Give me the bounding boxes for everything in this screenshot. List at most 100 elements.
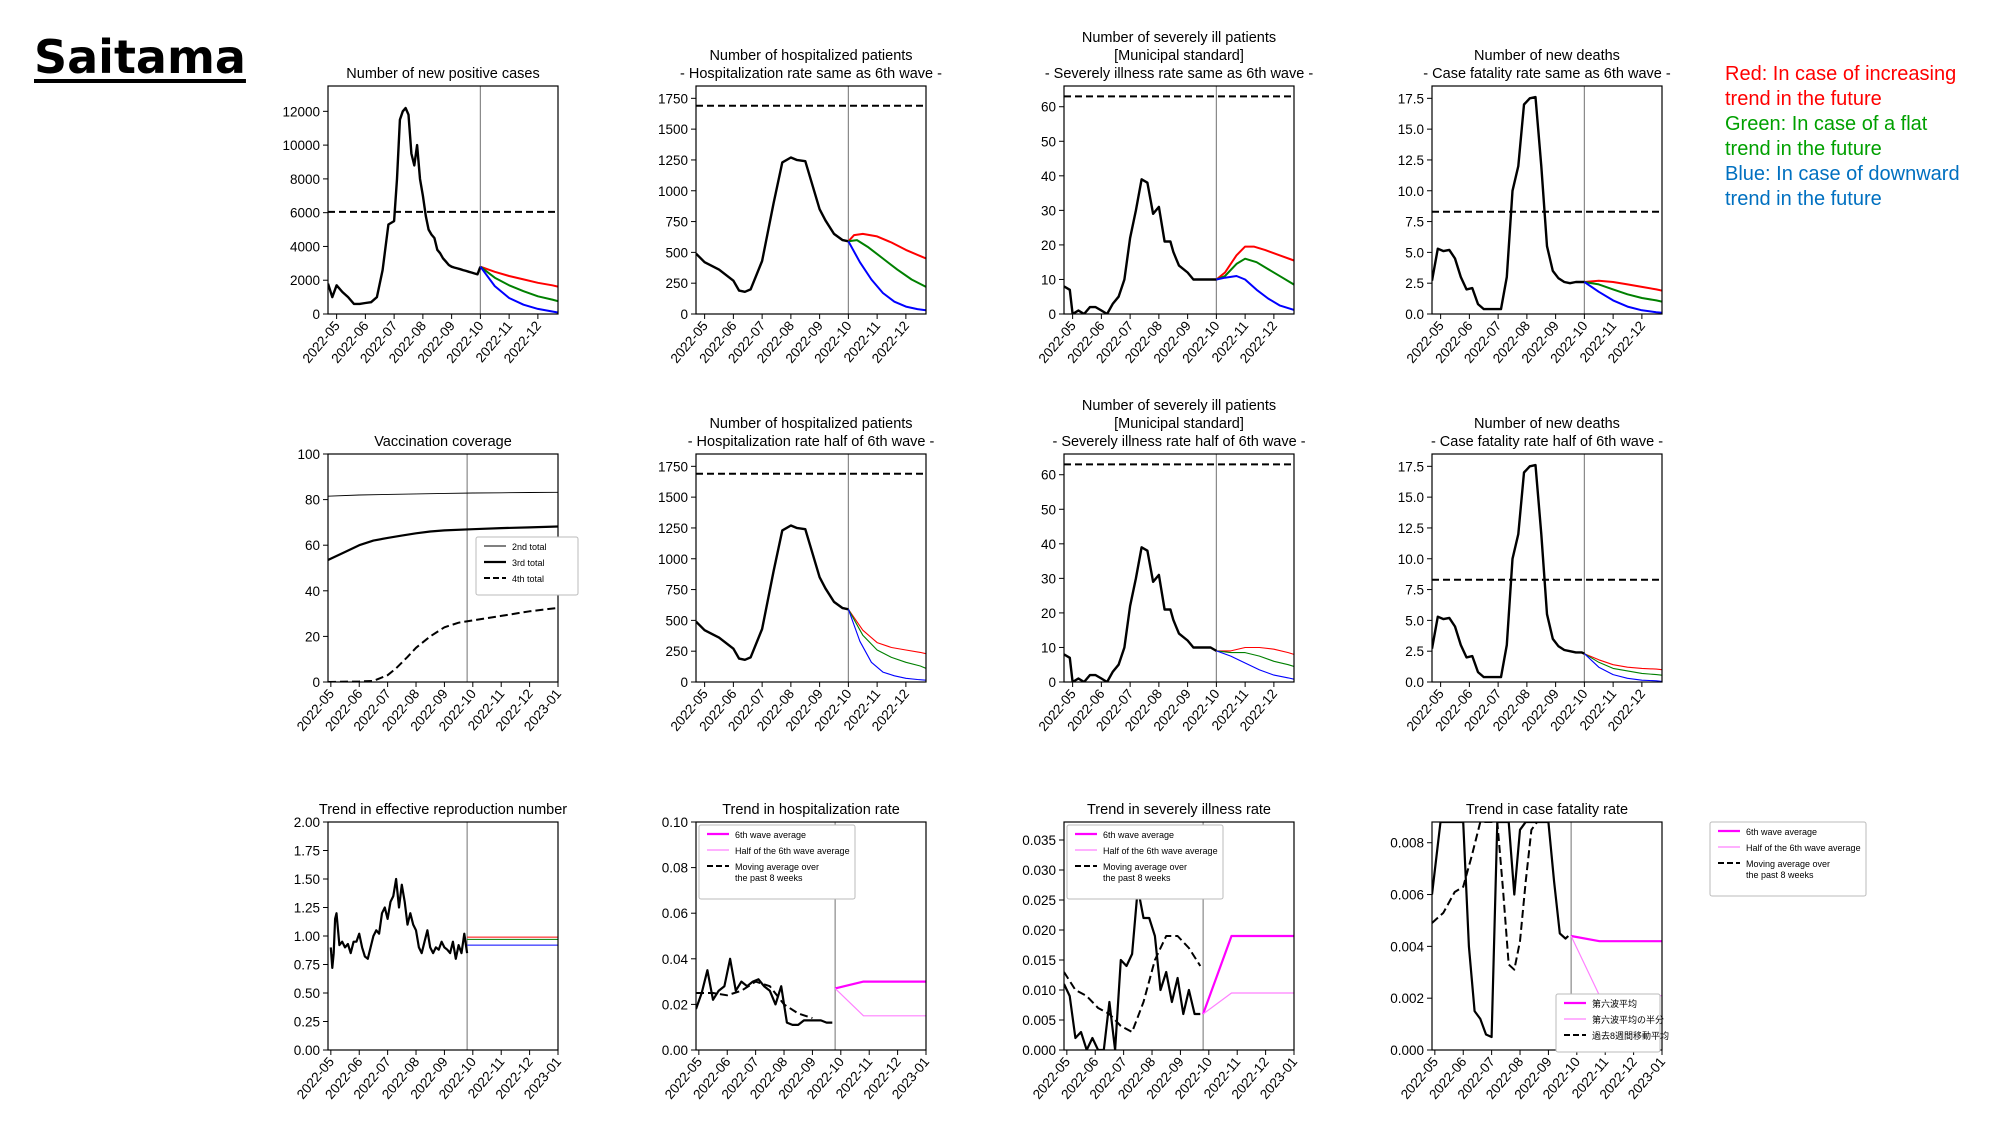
y-tick-label: 7.5 xyxy=(1405,215,1424,230)
y-tick-label: 1250 xyxy=(658,153,688,168)
y-tick-label: 17.5 xyxy=(1398,91,1424,106)
chart-title: - Case fatality rate same as 6th wave - xyxy=(1423,66,1671,82)
chart-title: Number of new deaths xyxy=(1474,416,1620,432)
y-tick-label: 15.0 xyxy=(1398,122,1424,137)
series-line-1 xyxy=(696,980,813,1020)
y-tick-label: 12.5 xyxy=(1398,153,1424,168)
y-tick-label: 0.006 xyxy=(1390,888,1424,903)
scenario-legend-blue: Blue: In case of downward trend in the f… xyxy=(1725,162,1960,212)
y-tick-label: 10.0 xyxy=(1398,184,1424,199)
y-tick-label: 0.002 xyxy=(1390,991,1424,1006)
y-tick-label: 30 xyxy=(1041,571,1056,586)
y-tick-label: 30 xyxy=(1041,203,1056,218)
series-line-1 xyxy=(1584,279,1662,292)
vaccination-legend xyxy=(475,536,579,596)
y-tick-label: 0 xyxy=(1048,307,1056,322)
series-line-3 xyxy=(1216,650,1294,680)
series-line-2 xyxy=(847,609,926,669)
plot-legend xyxy=(698,824,856,900)
series-line-1 xyxy=(1584,653,1662,671)
plot-frame xyxy=(1431,453,1663,683)
plot-legend xyxy=(1555,993,1661,1053)
series-line-0 xyxy=(328,106,482,306)
legend-label: 6th wave average xyxy=(735,830,806,840)
y-tick-label: 0.005 xyxy=(1022,1013,1056,1028)
chart-title: Number of severely ill patients xyxy=(1082,30,1276,46)
chart-hospitalized-half: Number of hospitalized patients - Hospita… xyxy=(658,416,935,734)
legend-label: Half of the 6th wave average xyxy=(1746,843,1861,853)
chart-title: Number of new deaths xyxy=(1474,48,1620,64)
series-line-2 xyxy=(1216,257,1294,286)
legend-label: 3rd total xyxy=(512,558,545,568)
series-line-1 xyxy=(847,608,926,655)
series-line-0 xyxy=(329,877,469,970)
scenario-legend-line: Blue: In case of downward xyxy=(1725,163,1960,185)
legend-label: Half of the 6th wave average xyxy=(1103,846,1218,856)
plot-area xyxy=(696,822,926,1050)
y-tick-label: 0.015 xyxy=(1022,953,1056,968)
y-tick-label: 17.5 xyxy=(1398,459,1424,474)
y-tick-label: 1500 xyxy=(658,122,688,137)
series-line-0 xyxy=(696,957,833,1027)
y-tick-label: 1500 xyxy=(658,490,688,505)
y-tick-label: 500 xyxy=(665,245,688,260)
chart-title: Number of new positive cases xyxy=(346,66,539,82)
plot-area xyxy=(1432,86,1662,314)
y-tick-label: 750 xyxy=(665,583,688,598)
chart-title: Trend in case fatality rate xyxy=(1466,802,1628,818)
series-line-3 xyxy=(1216,275,1294,311)
series-line-3 xyxy=(1584,653,1662,682)
series-line-2 xyxy=(1202,934,1294,1015)
y-tick-label: 10 xyxy=(1041,272,1056,287)
series-line-1 xyxy=(1215,245,1294,281)
chart-title: - Hospitalization rate half of 6th wave … xyxy=(688,434,935,450)
series-line-2 xyxy=(1584,653,1662,676)
legend-label: Moving average over xyxy=(735,862,819,872)
plot-frame xyxy=(1063,85,1295,315)
y-tick-label: 80 xyxy=(305,493,320,508)
series-line-3 xyxy=(834,987,926,1017)
legend-label: 6th wave average xyxy=(1103,830,1174,840)
chart-deaths-same: Number of new deaths - Case fatality rate… xyxy=(1398,48,1671,366)
y-tick-label: 1.75 xyxy=(294,844,320,859)
scenario-legend-line: Green: In case of a flat xyxy=(1725,113,1928,135)
plot-area xyxy=(696,86,926,314)
y-tick-label: 20 xyxy=(1041,606,1056,621)
plot-frame xyxy=(1063,821,1295,1051)
legend-label: the past 8 weeks xyxy=(1103,873,1171,883)
plot-frame xyxy=(327,821,559,1051)
series-line-3 xyxy=(479,266,558,314)
y-tick-label: 10.0 xyxy=(1398,552,1424,567)
plot-frame xyxy=(695,85,927,315)
legend-label: 2nd total xyxy=(512,542,547,552)
plot-area xyxy=(328,454,558,682)
series-line-0 xyxy=(1064,546,1218,682)
y-tick-label: 0.008 xyxy=(1390,836,1424,851)
chart-severely-illness-rate: Trend in severely illness rate 0.000 0.005… xyxy=(1022,802,1300,1102)
chart-title: Number of severely ill patients xyxy=(1082,398,1276,414)
chart-title: Number of hospitalized patients xyxy=(709,416,912,432)
y-tick-label: 1000 xyxy=(658,184,688,199)
plot-area xyxy=(1064,86,1294,314)
y-tick-label: 0.08 xyxy=(662,861,688,876)
y-tick-label: 1.00 xyxy=(294,929,320,944)
plot-frame xyxy=(1431,821,1663,1051)
series-line-1 xyxy=(1064,935,1202,1033)
y-tick-label: 50 xyxy=(1041,502,1056,517)
y-tick-label: 12.5 xyxy=(1398,521,1424,536)
y-tick-label: 5.0 xyxy=(1405,613,1424,628)
plot-frame xyxy=(695,453,927,683)
y-tick-label: 500 xyxy=(665,613,688,628)
series-line-0 xyxy=(328,491,558,497)
y-tick-label: 20 xyxy=(1041,238,1056,253)
chart-title: - Hospitalization rate same as 6th wave … xyxy=(680,66,942,82)
chart-severely-ill-half: Number of severely ill patients [Municipa… xyxy=(1036,398,1306,734)
y-tick-label: 2.5 xyxy=(1405,644,1424,659)
chart-title: - Severely illness rate half of 6th wave… xyxy=(1052,434,1305,450)
series-line-0 xyxy=(1432,822,1570,1039)
series-line-2 xyxy=(848,239,926,288)
y-tick-label: 1250 xyxy=(658,521,688,536)
y-tick-label: 0 xyxy=(680,675,688,690)
y-tick-label: 50 xyxy=(1041,134,1056,149)
